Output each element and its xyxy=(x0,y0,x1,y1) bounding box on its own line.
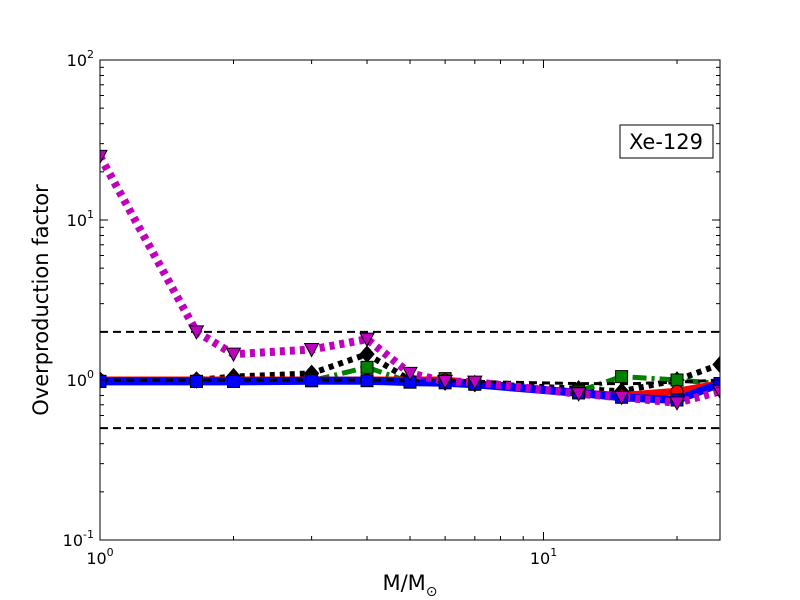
series-line-4 xyxy=(100,378,720,386)
x-axis-title: M/M⊙ xyxy=(382,571,437,600)
annotation-label: Xe-129 xyxy=(629,130,703,154)
y-tick-label-0: 10-1 xyxy=(63,528,94,550)
series-1-point-3 xyxy=(305,374,319,388)
series-5-point-9 xyxy=(613,390,630,406)
series-5-point-2 xyxy=(225,347,242,363)
series-line-3 xyxy=(100,351,720,395)
series-5-point-6 xyxy=(437,374,453,390)
series-1-point-0 xyxy=(100,374,107,388)
series-3-point-11 xyxy=(712,355,720,374)
series-5-point-5 xyxy=(402,366,418,382)
y-tick-label-1: 100 xyxy=(67,368,94,390)
y-axis-title: Overproduction factor xyxy=(29,184,53,416)
x-tick-label-0: 100 xyxy=(86,546,113,568)
data-layer xyxy=(100,149,720,430)
series-5-point-3 xyxy=(303,343,320,358)
series-5-point-4 xyxy=(359,332,375,348)
series-2-point-4 xyxy=(360,360,374,374)
series-2-point-10 xyxy=(670,373,684,387)
series-line-5 xyxy=(100,154,720,407)
series-5-point-10 xyxy=(669,396,685,411)
series-5-point-7 xyxy=(466,375,483,391)
annotation-box xyxy=(619,124,714,159)
series-1-point-2 xyxy=(227,374,241,388)
series-5-point-0 xyxy=(100,149,108,165)
series-2-point-9 xyxy=(615,370,629,384)
y-tick-label-2: 101 xyxy=(67,208,94,230)
series-1-point-4 xyxy=(360,374,374,388)
series-1-point-1 xyxy=(189,374,203,388)
series-5-point-1 xyxy=(188,325,205,340)
series-1-point-11 xyxy=(713,377,720,391)
y-tick-label-3: 102 xyxy=(67,48,94,70)
series-5-point-8 xyxy=(570,387,587,402)
x-tick-label-1: 101 xyxy=(530,546,557,568)
